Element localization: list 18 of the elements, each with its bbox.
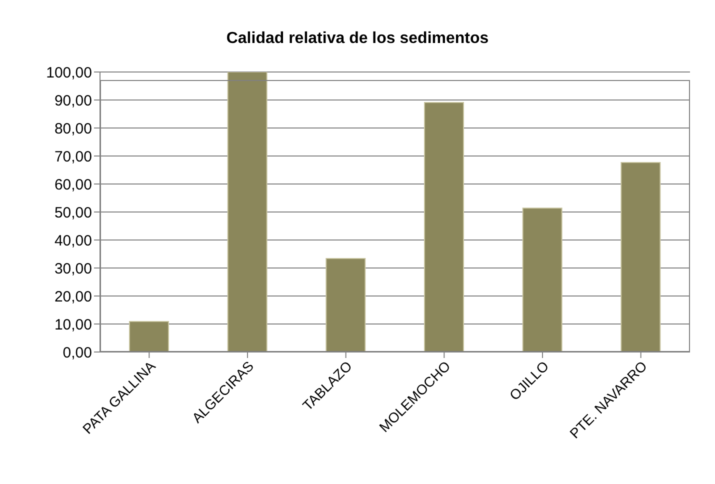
- chart-title: Calidad relativa de los sedimentos: [225, 30, 490, 48]
- y-tick-label: 80,00: [54, 120, 92, 138]
- bar: [227, 72, 268, 352]
- y-tick-label: 70,00: [54, 148, 92, 166]
- y-tick-label: 90,00: [54, 92, 92, 110]
- y-tick-label: 40,00: [54, 232, 92, 250]
- y-tick-label: 20,00: [54, 288, 92, 306]
- y-tick-label: 0,00: [62, 344, 92, 362]
- y-tick-label: 100,00: [46, 64, 92, 82]
- bar: [522, 208, 562, 352]
- y-tick-label: 60,00: [54, 176, 92, 194]
- y-tick-label: 10,00: [54, 316, 92, 334]
- y-tick-label: 50,00: [54, 204, 92, 222]
- bar: [326, 258, 366, 352]
- bar: [129, 320, 169, 352]
- bar: [424, 102, 464, 352]
- bar: [620, 162, 661, 352]
- y-tick-label: 30,00: [54, 260, 92, 278]
